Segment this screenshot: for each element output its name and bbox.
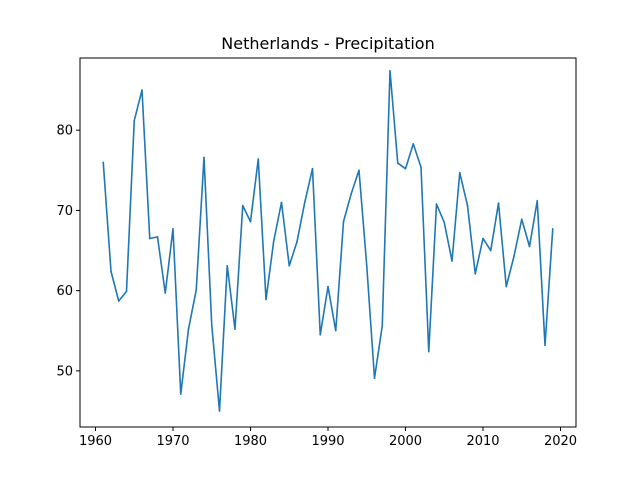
data-point [520,218,523,221]
data-point [342,220,345,223]
data-point [466,204,469,207]
x-tick-label: 1970 [156,434,189,449]
data-point [497,202,500,204]
y-axis-ticks: 50 60 70 80 [56,124,80,379]
data-point [203,156,205,159]
data-point [528,245,531,248]
data-point [179,393,182,395]
y-tick-label: 70 [56,204,73,219]
data-point [187,328,190,330]
data-point [389,70,391,72]
data-point [319,333,322,336]
data-point [288,264,291,267]
x-tick-label: 1990 [311,434,344,449]
data-point [102,161,105,164]
data-point [544,344,546,346]
data-point [249,220,252,223]
data-point [482,237,484,240]
data-point [381,325,384,327]
data-point [365,264,368,267]
data-point [141,89,143,91]
data-point [358,169,360,172]
data-point [226,264,229,267]
data-point [536,199,539,202]
data-point [156,236,159,238]
data-point [443,221,446,224]
data-point [195,289,198,291]
x-tick-label: 2000 [389,434,422,449]
plot-background [80,58,576,427]
data-point [148,237,151,240]
data-point [427,350,430,353]
data-point [311,167,314,170]
x-tick-label: 1960 [79,434,112,449]
y-tick-label: 60 [56,284,73,299]
plot-frame [79,57,577,428]
y-tick-label: 80 [56,124,73,139]
data-point [164,292,167,294]
x-axis-ticks: 1960 1970 1980 1990 2000 2010 2020 [79,427,577,449]
data-point [210,324,213,326]
x-tick-label: 1980 [234,434,267,449]
data-point [420,166,422,168]
data-point [551,228,554,230]
data-point [172,228,174,230]
data-point [489,249,492,252]
data-point [458,171,461,174]
data-point [303,201,306,204]
data-point [272,240,275,242]
data-point [280,201,283,204]
data-point [505,285,508,288]
data-point [451,260,453,262]
data-point [513,255,515,257]
x-tick-label: 2020 [544,434,577,449]
data-point [396,162,399,164]
y-tick-label: 50 [56,364,73,379]
data-point [334,329,337,332]
data-point [241,204,244,207]
data-point [110,270,112,273]
data-point [327,285,329,288]
data-point [404,167,407,170]
data-point [296,240,298,243]
data-point [125,290,128,293]
data-point [412,143,415,145]
data-point [257,158,260,160]
data-point [474,272,477,275]
series-layer [102,70,554,412]
chart-title: Netherlands - Precipitation [221,34,434,53]
data-point [234,328,236,330]
data-point [218,410,221,412]
data-point [350,192,353,195]
x-tick-label: 2010 [466,434,499,449]
data-point [373,377,376,379]
data-point [117,300,120,302]
data-point [265,298,267,301]
data-point [133,119,136,122]
data-point [435,203,438,205]
